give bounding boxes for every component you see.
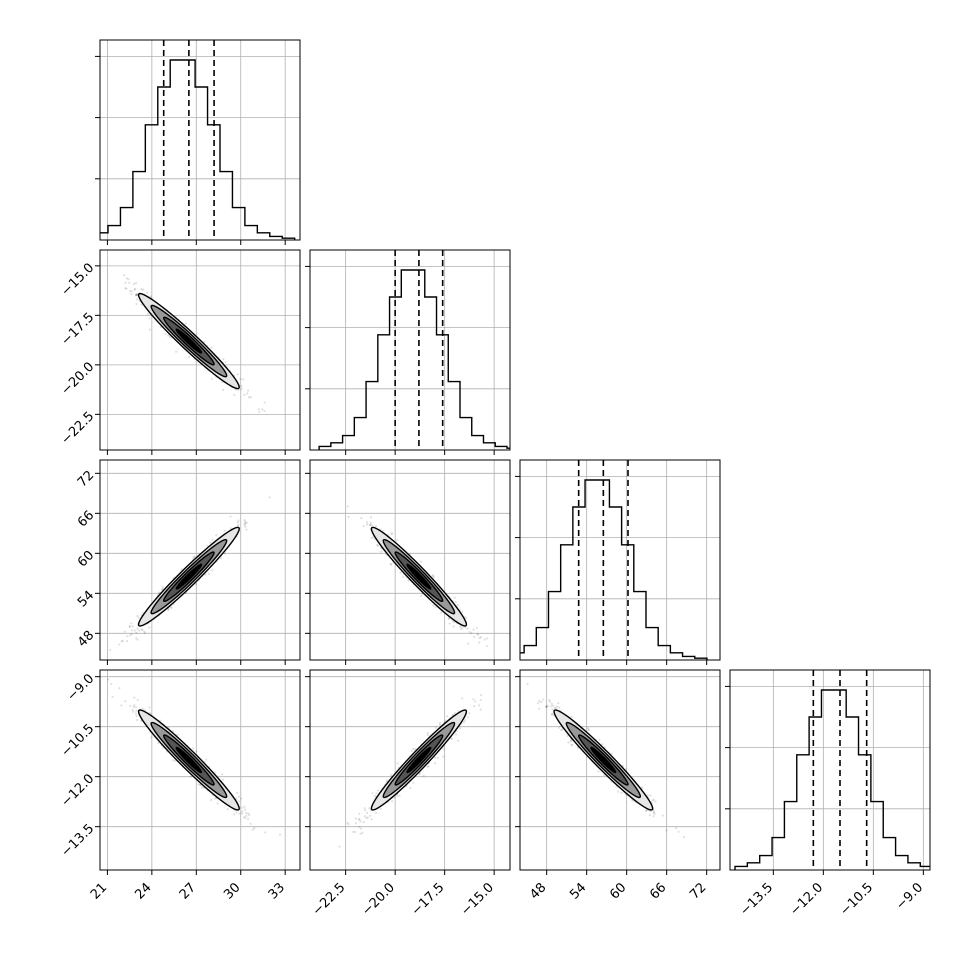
panel-frame [99, 459, 301, 661]
panel-inner [730, 670, 930, 870]
panel-frame [99, 669, 301, 871]
x-tick-label: −15.0 [458, 880, 497, 919]
panel-inner [310, 250, 510, 450]
x-tick-label: 27 [177, 880, 199, 902]
x-tick-label: 48 [527, 880, 549, 902]
y-tick-label: 60 [75, 548, 97, 570]
hist-panel-1 [305, 249, 511, 455]
hist-panel-0 [95, 39, 301, 245]
x-tick-label: 60 [607, 880, 629, 902]
hist-panel-3: −13.5 −12.0 −10.5 −9.0 [725, 669, 931, 919]
x-tick-label: 66 [647, 880, 669, 902]
panel-inner [100, 460, 300, 660]
contour-level-3 [175, 746, 203, 774]
scatter-panel-2-0: 48 54 60 66 72 [75, 459, 301, 665]
histogram-step-3 [734, 689, 930, 870]
panel-inner [310, 460, 510, 660]
scatter-panel-3-2: 48 54 60 66 72 [515, 669, 721, 903]
panel-inner [100, 40, 300, 240]
scatter-panel-2-1 [305, 459, 511, 665]
histogram-step-2 [520, 479, 708, 660]
panel-frame [99, 39, 301, 241]
y-tick-label: −9.0 [64, 671, 97, 704]
scatter-panel-3-0: −13.5 −12.0 −10.5 −9.0 21 24 27 30 33 [59, 669, 301, 903]
panel-inner [520, 670, 720, 870]
y-tick-label: 66 [75, 508, 97, 530]
y-tick-label: −22.5 [59, 409, 98, 448]
x-tick-label: −10.5 [837, 880, 876, 919]
panel-frame [309, 459, 511, 661]
x-tick-label: −22.5 [310, 880, 349, 919]
histogram-step-0 [100, 59, 296, 240]
y-tick-label: 54 [75, 588, 97, 610]
panel-frame [309, 669, 511, 871]
histogram-step-1 [318, 269, 510, 450]
contour-level-3 [406, 746, 432, 774]
contour-level-3 [175, 328, 203, 354]
y-tick-label: −15.0 [59, 261, 98, 300]
y-tick-label: −13.5 [59, 821, 98, 860]
y-tick-label: 72 [75, 468, 97, 490]
y-tick-label: −10.5 [59, 721, 98, 760]
y-tick-label: −12.0 [59, 771, 98, 810]
x-tick-label: −17.5 [409, 880, 448, 919]
x-tick-label: 33 [266, 880, 288, 902]
contour-level-3 [406, 563, 432, 590]
scatter-panel-1-0: −22.5 −20.0 −17.5 −15.0 [59, 249, 301, 455]
x-tick-label: −12.0 [787, 880, 826, 919]
panel-frame [309, 249, 511, 451]
panel-inner [310, 670, 510, 870]
y-tick-label: −20.0 [59, 360, 98, 399]
x-tick-label: 54 [567, 880, 589, 902]
panel-inner [100, 250, 300, 450]
hist-panel-2 [515, 459, 721, 665]
panel-inner [520, 460, 720, 660]
contour-level-3 [175, 563, 203, 590]
panel-frame [729, 669, 931, 871]
x-tick-label: 72 [687, 880, 709, 902]
panel-frame [519, 459, 721, 661]
x-tick-label: 30 [221, 880, 243, 902]
panel-frame [519, 669, 721, 871]
x-tick-label: −13.5 [737, 880, 776, 919]
panel-inner [100, 670, 300, 870]
x-tick-label: 24 [132, 880, 154, 902]
x-tick-label: 21 [88, 880, 110, 902]
panel-frame [99, 249, 301, 451]
y-tick-label: −17.5 [59, 310, 98, 349]
y-tick-label: 48 [75, 628, 97, 650]
x-tick-label: −9.0 [893, 880, 926, 913]
scatter-panel-3-1: −22.5 −20.0 −17.5 −15.0 [305, 669, 511, 919]
x-tick-label: −20.0 [359, 880, 398, 919]
contour-level-3 [590, 746, 617, 774]
